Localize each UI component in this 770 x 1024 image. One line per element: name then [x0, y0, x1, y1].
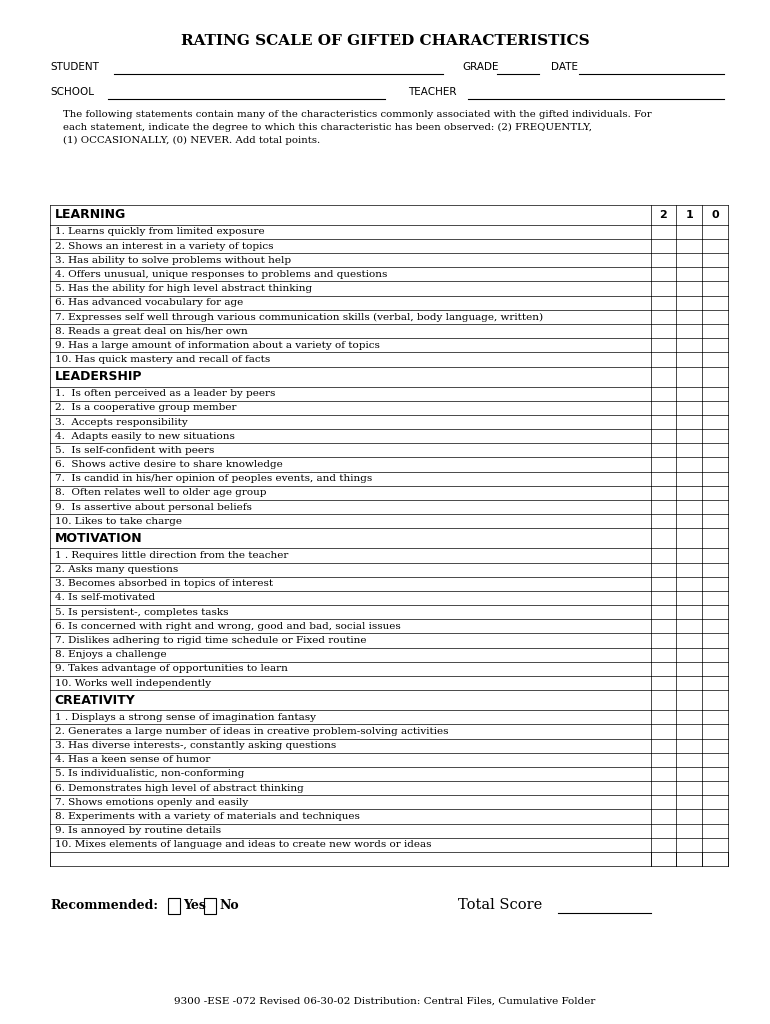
Text: GRADE: GRADE — [462, 61, 498, 72]
Text: 10. Works well independently: 10. Works well independently — [55, 679, 211, 687]
Text: 9.  Is assertive about personal beliefs: 9. Is assertive about personal beliefs — [55, 503, 252, 512]
Text: 3.  Accepts responsibility: 3. Accepts responsibility — [55, 418, 187, 427]
Text: 1. Learns quickly from limited exposure: 1. Learns quickly from limited exposure — [55, 227, 264, 237]
Text: 5. Is individualistic, non-conforming: 5. Is individualistic, non-conforming — [55, 769, 244, 778]
Text: RATING SCALE OF GIFTED CHARACTERISTICS: RATING SCALE OF GIFTED CHARACTERISTICS — [181, 34, 589, 48]
Text: 8.  Often relates well to older age group: 8. Often relates well to older age group — [55, 488, 266, 498]
Text: 6.  Shows active desire to share knowledge: 6. Shows active desire to share knowledg… — [55, 460, 283, 469]
Text: LEARNING: LEARNING — [55, 208, 126, 221]
Text: 1: 1 — [685, 210, 693, 220]
Text: 8. Enjoys a challenge: 8. Enjoys a challenge — [55, 650, 166, 659]
Text: 2. Shows an interest in a variety of topics: 2. Shows an interest in a variety of top… — [55, 242, 273, 251]
Text: CREATIVITY: CREATIVITY — [55, 693, 136, 707]
Text: 6. Demonstrates high level of abstract thinking: 6. Demonstrates high level of abstract t… — [55, 783, 303, 793]
Text: DATE: DATE — [551, 61, 578, 72]
Text: LEADERSHIP: LEADERSHIP — [55, 370, 142, 383]
Text: 4. Has a keen sense of humor: 4. Has a keen sense of humor — [55, 756, 210, 764]
Text: 3. Has diverse interests-, constantly asking questions: 3. Has diverse interests-, constantly as… — [55, 741, 336, 751]
Text: 6. Has advanced vocabulary for age: 6. Has advanced vocabulary for age — [55, 298, 243, 307]
Text: 7. Dislikes adhering to rigid time schedule or Fixed routine: 7. Dislikes adhering to rigid time sched… — [55, 636, 367, 645]
Text: 2. Generates a large number of ideas in creative problem-solving activities: 2. Generates a large number of ideas in … — [55, 727, 448, 736]
Text: 0: 0 — [711, 210, 718, 220]
Text: 2: 2 — [659, 210, 668, 220]
Text: 9. Has a large amount of information about a variety of topics: 9. Has a large amount of information abo… — [55, 341, 380, 350]
Text: STUDENT: STUDENT — [50, 61, 99, 72]
Text: 9. Takes advantage of opportunities to learn: 9. Takes advantage of opportunities to l… — [55, 665, 287, 674]
Text: 7.  Is candid in his/her opinion of peoples events, and things: 7. Is candid in his/her opinion of peopl… — [55, 474, 372, 483]
Text: 1.  Is often perceived as a leader by peers: 1. Is often perceived as a leader by pee… — [55, 389, 275, 398]
Text: 3. Becomes absorbed in topics of interest: 3. Becomes absorbed in topics of interes… — [55, 580, 273, 589]
Text: 9300 -ESE -072 Revised 06-30-02 Distribution: Central Files, Cumulative Folder: 9300 -ESE -072 Revised 06-30-02 Distribu… — [174, 997, 596, 1006]
Text: TEACHER: TEACHER — [408, 87, 457, 97]
Text: The following statements contain many of the characteristics commonly associated: The following statements contain many of… — [50, 110, 651, 144]
Text: 5. Has the ability for high level abstract thinking: 5. Has the ability for high level abstra… — [55, 284, 312, 293]
Bar — [204, 898, 216, 914]
Text: 3. Has ability to solve problems without help: 3. Has ability to solve problems without… — [55, 256, 291, 265]
Text: 8. Reads a great deal on his/her own: 8. Reads a great deal on his/her own — [55, 327, 247, 336]
Text: 4. Offers unusual, unique responses to problems and questions: 4. Offers unusual, unique responses to p… — [55, 270, 387, 279]
Text: SCHOOL: SCHOOL — [50, 87, 94, 97]
Text: MOTIVATION: MOTIVATION — [55, 531, 142, 545]
Text: 6. Is concerned with right and wrong, good and bad, social issues: 6. Is concerned with right and wrong, go… — [55, 622, 400, 631]
Text: 1 . Displays a strong sense of imagination fantasy: 1 . Displays a strong sense of imaginati… — [55, 713, 316, 722]
Text: 10. Has quick mastery and recall of facts: 10. Has quick mastery and recall of fact… — [55, 355, 270, 364]
Text: 2.  Is a cooperative group member: 2. Is a cooperative group member — [55, 403, 236, 413]
Text: 8. Experiments with a variety of materials and techniques: 8. Experiments with a variety of materia… — [55, 812, 360, 821]
Text: Total Score: Total Score — [458, 898, 542, 912]
Text: 10. Likes to take charge: 10. Likes to take charge — [55, 517, 182, 525]
Text: Recommended:: Recommended: — [50, 899, 158, 911]
Text: 4.  Adapts easily to new situations: 4. Adapts easily to new situations — [55, 432, 235, 440]
Text: 5. Is persistent-, completes tasks: 5. Is persistent-, completes tasks — [55, 607, 228, 616]
Text: 7. Expresses self well through various communication skills (verbal, body langua: 7. Expresses self well through various c… — [55, 312, 543, 322]
Text: No: No — [219, 899, 239, 911]
Text: 10. Mixes elements of language and ideas to create new words or ideas: 10. Mixes elements of language and ideas… — [55, 841, 431, 849]
Text: 7. Shows emotions openly and easily: 7. Shows emotions openly and easily — [55, 798, 248, 807]
Text: 9. Is annoyed by routine details: 9. Is annoyed by routine details — [55, 826, 221, 836]
Text: 1 . Requires little direction from the teacher: 1 . Requires little direction from the t… — [55, 551, 288, 560]
Text: 2. Asks many questions: 2. Asks many questions — [55, 565, 178, 574]
Text: 4. Is self-motivated: 4. Is self-motivated — [55, 594, 155, 602]
Text: Yes: Yes — [183, 899, 206, 911]
Bar — [168, 898, 180, 914]
Text: 5.  Is self-confident with peers: 5. Is self-confident with peers — [55, 445, 214, 455]
